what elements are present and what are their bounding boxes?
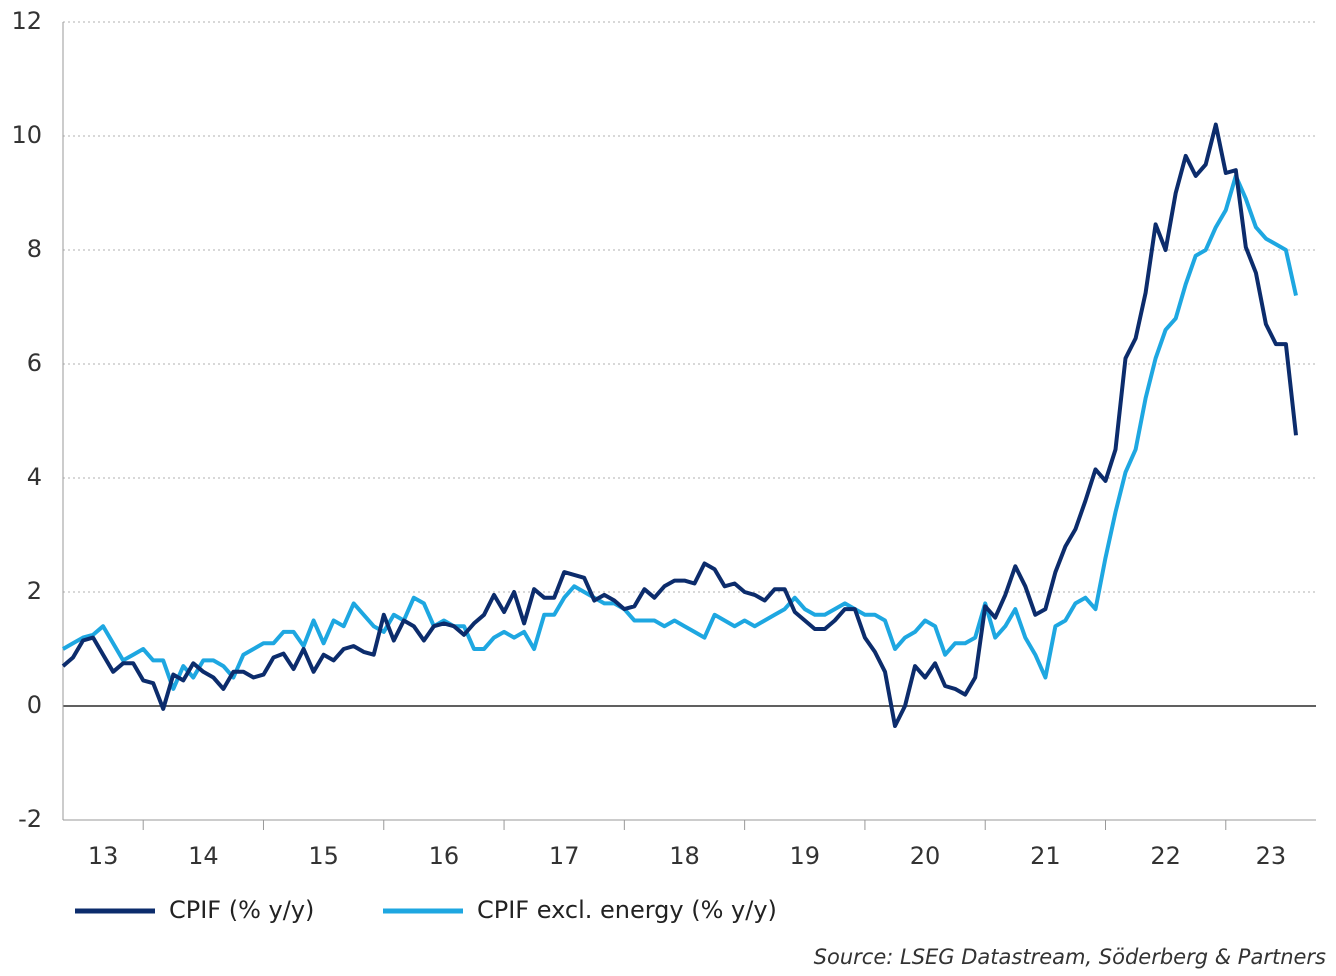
legend-label: CPIF (% y/y) (169, 896, 314, 924)
y-tick-label: 12 (11, 7, 42, 35)
y-tick-label: 8 (27, 235, 42, 263)
x-tick-label: 16 (429, 842, 460, 870)
y-tick-label: -2 (18, 805, 42, 833)
x-tick-label: 15 (308, 842, 339, 870)
y-tick-label: 6 (27, 349, 42, 377)
y-tick-label: 10 (11, 121, 42, 149)
legend-label: CPIF excl. energy (% y/y) (477, 896, 777, 924)
source-note: Source: LSEG Datastream, Söderberg & Par… (814, 945, 1326, 969)
legend: CPIF (% y/y) CPIF excl. energy (% y/y) (75, 896, 777, 924)
x-tick-label: 20 (910, 842, 941, 870)
y-tick-label: 0 (27, 691, 42, 719)
x-tick-label: 23 (1256, 842, 1287, 870)
x-tick-label: 22 (1150, 842, 1181, 870)
x-tick-label: 13 (88, 842, 119, 870)
x-tick-label: 17 (549, 842, 580, 870)
series-line (62, 173, 1298, 691)
y-tick-label: 4 (27, 463, 42, 491)
series-line (61, 122, 1298, 728)
x-tick-label: 19 (790, 842, 821, 870)
y-tick-label: 2 (27, 577, 42, 605)
x-tick-label: 18 (669, 842, 700, 870)
x-tick-label: 21 (1030, 842, 1061, 870)
x-tick-label: 14 (188, 842, 219, 870)
